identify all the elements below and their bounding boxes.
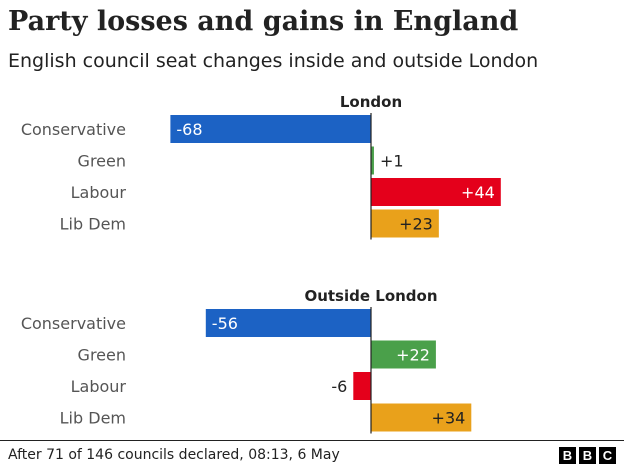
bbc-logo: B B C xyxy=(559,447,616,464)
outside-london-value-label-green: +22 xyxy=(396,346,430,365)
london-value-label-conservative: -68 xyxy=(176,120,202,139)
outside-london-category-label-lib-dem: Lib Dem xyxy=(60,409,126,428)
footer-note: After 71 of 146 councils declared, 08:13… xyxy=(8,447,340,463)
chart-title: Party losses and gains in England xyxy=(8,6,519,37)
london-value-label-green: +1 xyxy=(380,152,404,171)
london-value-label-lib-dem: +23 xyxy=(399,215,433,234)
london-category-label-conservative: Conservative xyxy=(21,120,126,139)
outside-london-category-label-conservative: Conservative xyxy=(21,314,126,333)
outside-london-panel-title: Outside London xyxy=(304,287,437,305)
logo-letter-b2: B xyxy=(579,447,596,464)
outside-london-bar-lib-dem xyxy=(371,403,472,432)
outside-london-value-label-conservative: -56 xyxy=(212,314,238,333)
outside-london-value-label-labour: -6 xyxy=(331,377,347,396)
london-bar-lib-dem xyxy=(371,209,439,238)
logo-letter-c: C xyxy=(599,447,616,464)
logo-letter-b1: B xyxy=(559,447,576,464)
outside-london-bar-green xyxy=(371,340,436,369)
chart-subtitle: English council seat changes inside and … xyxy=(8,50,539,72)
london-bar-green xyxy=(371,146,374,175)
london-panel-title: London xyxy=(340,93,402,111)
outside-london-bar-labour xyxy=(353,372,371,400)
outside-london-category-label-green: Green xyxy=(78,346,126,365)
london-bar-labour xyxy=(371,178,501,206)
footer-divider xyxy=(0,440,624,441)
london-value-label-labour: +44 xyxy=(461,183,495,202)
seat-change-chart: London Conservative -68 Green +1 Labour +44 Lib… xyxy=(21,93,501,434)
london-bar-conservative xyxy=(170,115,371,143)
london-category-label-lib-dem: Lib Dem xyxy=(60,215,126,234)
london-category-label-labour: Labour xyxy=(71,183,127,202)
outside-london-bar-conservative xyxy=(205,309,371,337)
london-category-label-green: Green xyxy=(78,152,126,171)
outside-london-category-label-labour: Labour xyxy=(71,377,127,396)
outside-london-value-label-lib-dem: +34 xyxy=(432,409,466,428)
